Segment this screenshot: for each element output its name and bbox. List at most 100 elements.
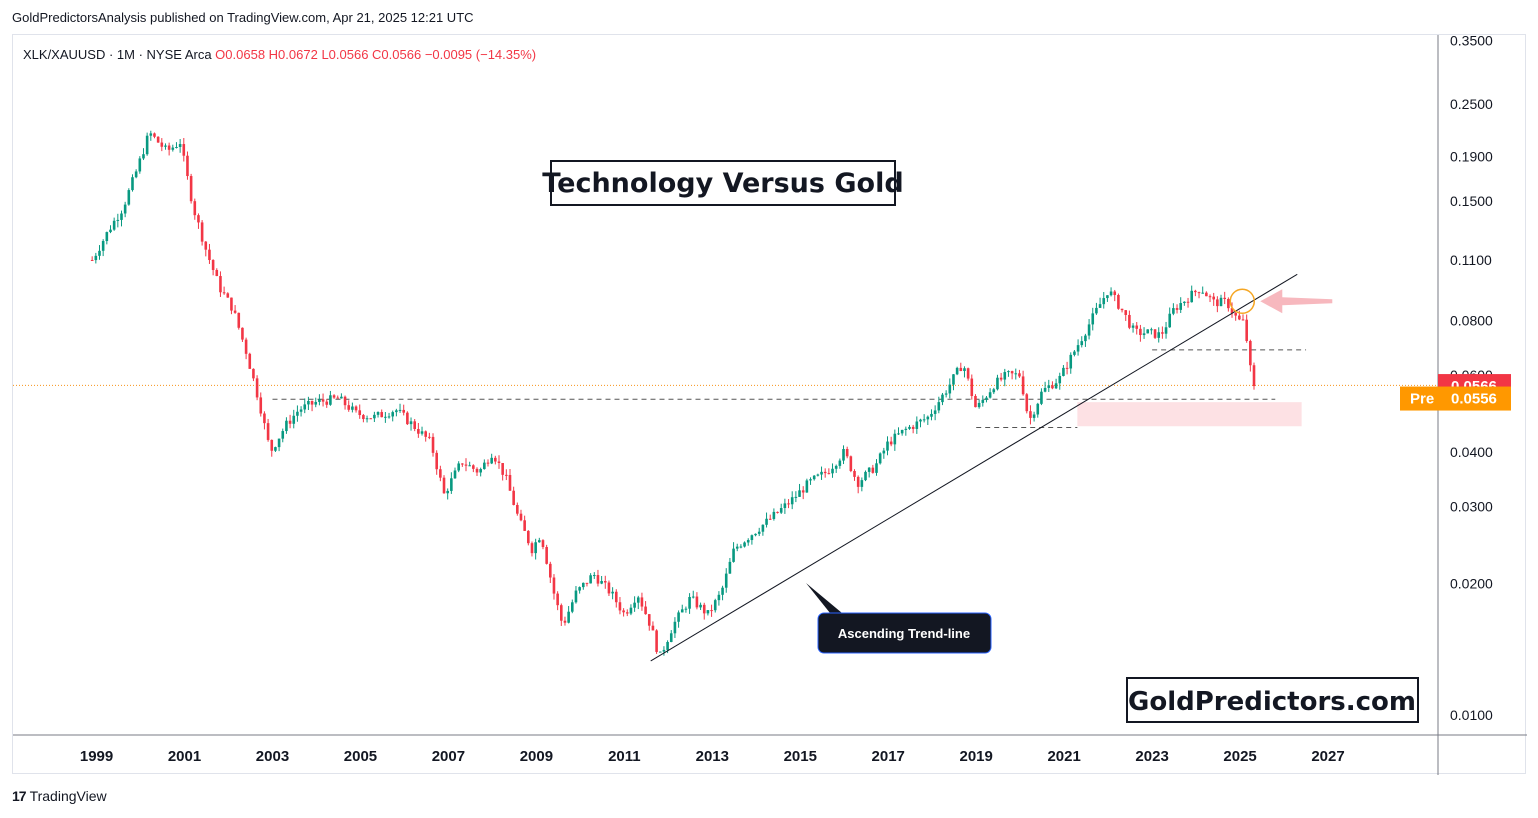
candle-body bbox=[772, 511, 776, 519]
candle-body bbox=[1043, 387, 1047, 392]
watermark-text: GoldPredictors.com bbox=[1128, 687, 1416, 717]
candle-body bbox=[98, 250, 101, 256]
candle-body bbox=[728, 561, 732, 574]
candle-body bbox=[893, 433, 897, 445]
candle-body bbox=[560, 605, 563, 621]
candle-body bbox=[354, 406, 358, 411]
candle-body bbox=[750, 535, 754, 541]
candle-body bbox=[1036, 403, 1040, 415]
candle-body bbox=[798, 490, 801, 497]
candle-body bbox=[1014, 373, 1018, 375]
candle-body bbox=[142, 154, 145, 159]
candle-body bbox=[134, 171, 138, 178]
candle-body bbox=[838, 460, 842, 466]
candle-body bbox=[611, 591, 614, 594]
candle-body bbox=[732, 548, 735, 562]
candle-body bbox=[255, 378, 259, 398]
candle-body bbox=[252, 368, 255, 379]
candle-body bbox=[673, 621, 677, 634]
candle-body bbox=[277, 438, 281, 448]
x-tick-label: 2027 bbox=[1311, 748, 1344, 765]
candle-body bbox=[930, 413, 933, 417]
candle-body bbox=[864, 471, 867, 481]
candle-body bbox=[633, 602, 636, 608]
candle-body bbox=[853, 470, 856, 477]
candle-body bbox=[713, 600, 717, 611]
candle-body bbox=[1230, 308, 1234, 314]
y-tick-label: 0.1100 bbox=[1450, 252, 1492, 268]
candle-body bbox=[182, 144, 186, 156]
candle-body bbox=[724, 573, 728, 588]
candle-body bbox=[299, 409, 303, 412]
candle-body bbox=[1175, 308, 1179, 310]
candle-body bbox=[706, 610, 710, 614]
candle-body bbox=[1179, 303, 1183, 310]
candle-body bbox=[1186, 301, 1190, 303]
x-tick-label: 2003 bbox=[256, 748, 289, 765]
candle-body bbox=[618, 602, 622, 611]
candle-body bbox=[805, 480, 809, 493]
candle-body bbox=[1234, 313, 1237, 316]
x-tick-label: 2023 bbox=[1135, 748, 1168, 765]
breakdown-arrow-icon bbox=[1260, 289, 1333, 314]
candle-body bbox=[428, 436, 431, 438]
candle-body bbox=[230, 297, 233, 311]
chart-frame: 0.35000.25000.19000.15000.11000.08000.06… bbox=[12, 34, 1527, 775]
candle-body bbox=[494, 457, 497, 462]
candle-body bbox=[710, 610, 713, 612]
candle-body bbox=[878, 453, 882, 464]
candle-body bbox=[1208, 296, 1212, 298]
candle-body bbox=[783, 503, 787, 509]
candle-body bbox=[702, 604, 706, 614]
candle-body bbox=[871, 467, 875, 473]
candle-body bbox=[827, 473, 831, 475]
publisher-line: GoldPredictorsAnalysis published on Trad… bbox=[12, 10, 474, 25]
candle-body bbox=[472, 465, 475, 469]
candle-body bbox=[955, 367, 959, 375]
candle-body bbox=[596, 575, 600, 584]
candle-body bbox=[801, 490, 805, 493]
candle-body bbox=[581, 582, 585, 588]
candle-body bbox=[138, 158, 142, 172]
legend-part: C0.0566 bbox=[372, 47, 425, 62]
candle-body bbox=[530, 543, 534, 554]
candle-body bbox=[519, 513, 523, 521]
candle-body bbox=[160, 142, 164, 147]
candle-body bbox=[479, 469, 482, 473]
candle-body bbox=[369, 418, 373, 420]
candle-body bbox=[592, 575, 596, 577]
candle-body bbox=[831, 468, 834, 474]
candle-body bbox=[1087, 324, 1091, 336]
candle-body bbox=[856, 476, 860, 487]
candle-body bbox=[186, 155, 189, 177]
candle-body bbox=[343, 396, 347, 406]
candle-body bbox=[321, 399, 325, 402]
candle-body bbox=[1113, 291, 1117, 296]
candle-body bbox=[787, 503, 790, 505]
candle-body bbox=[589, 575, 592, 584]
candle-body bbox=[222, 292, 226, 294]
candle-body bbox=[1252, 365, 1256, 387]
candle-body bbox=[937, 402, 941, 411]
candle-body bbox=[307, 400, 310, 405]
candle-body bbox=[717, 594, 721, 601]
candle-body bbox=[193, 201, 197, 216]
candle-body bbox=[996, 377, 999, 390]
candle-body bbox=[1106, 295, 1109, 299]
candle-body bbox=[677, 612, 680, 622]
candle-body bbox=[768, 518, 772, 520]
candle-body bbox=[549, 563, 552, 578]
premarket-value: 0.0556 bbox=[1451, 391, 1497, 408]
legend-part: −0.0095 (−14.35%) bbox=[425, 47, 536, 62]
candle-body bbox=[1124, 310, 1128, 315]
price-chart[interactable]: 0.35000.25000.19000.15000.11000.08000.06… bbox=[13, 35, 1527, 775]
candle-body bbox=[538, 540, 541, 543]
candle-body bbox=[1142, 333, 1146, 336]
candle-body bbox=[1172, 308, 1175, 314]
tradingview-logo[interactable]: 17 TradingView bbox=[12, 788, 107, 804]
candle-body bbox=[743, 542, 746, 547]
candle-body bbox=[101, 241, 105, 251]
trendline-callout-text: Ascending Trend-line bbox=[838, 626, 970, 641]
candle-body bbox=[211, 260, 215, 270]
candle-body bbox=[1201, 292, 1204, 294]
